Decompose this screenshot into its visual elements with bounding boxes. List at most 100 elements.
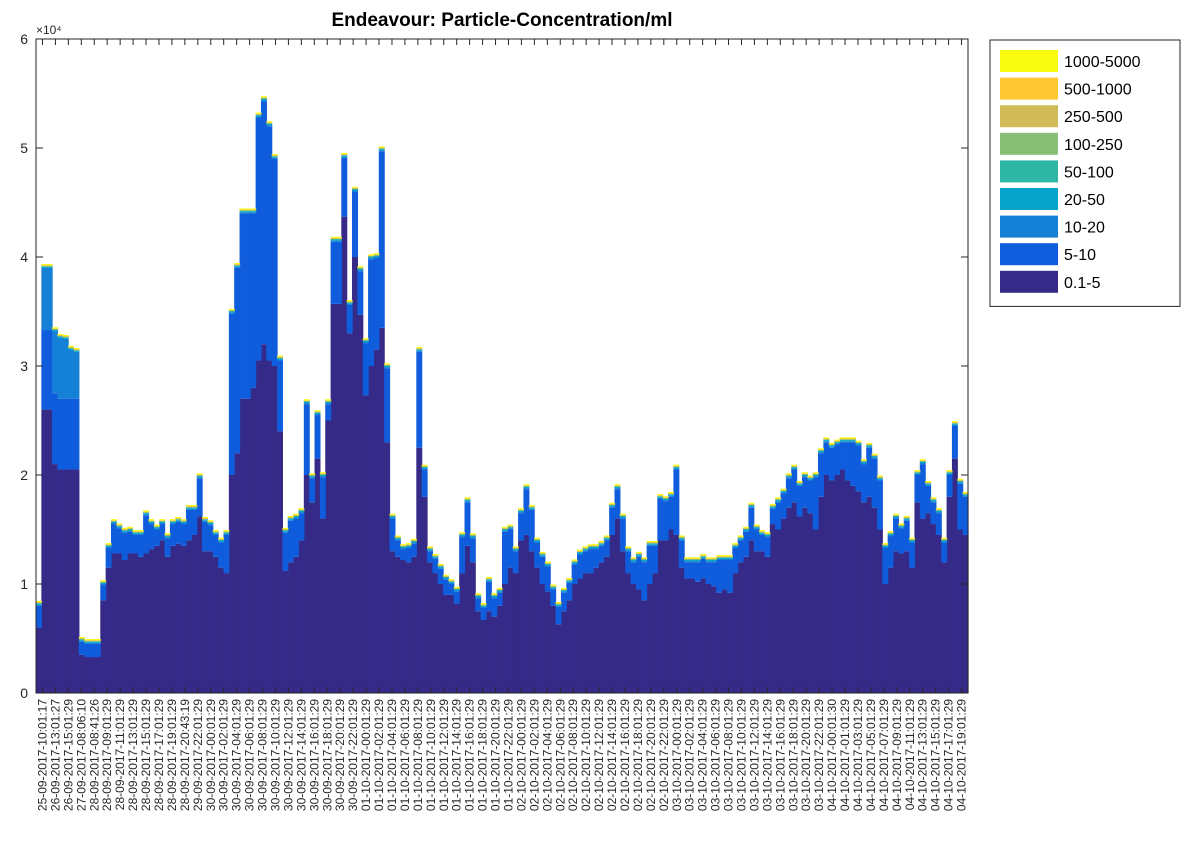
bar-segment-10-20-121 <box>684 561 691 563</box>
bar-segment-50-100-70 <box>410 540 417 542</box>
bar-segment-500-1000-81 <box>469 534 476 535</box>
bar-segment-1000-5000-103 <box>587 544 594 546</box>
bar-segment-5-10-161 <box>898 528 905 554</box>
bar-segment-10-20-166 <box>925 484 932 486</box>
bar-segment-5-10-143 <box>801 477 808 508</box>
bar-segment-0.1-5-99 <box>566 600 573 693</box>
bar-segment-500-1000-162 <box>903 516 910 518</box>
bar-segment-1000-5000-10 <box>89 639 96 641</box>
bar-segment-50-100-84 <box>485 579 492 580</box>
x-tick-label: 30-09-2017-04:01:29 <box>230 699 244 811</box>
bar-segment-1000-5000-112 <box>635 551 642 553</box>
bar-segment-10-20-100 <box>571 563 578 565</box>
bar-segment-100-250-9 <box>84 640 91 642</box>
bar-segment-250-500-72 <box>421 466 428 467</box>
bar-segment-10-20-103 <box>587 548 594 550</box>
bar-segment-50-100-63 <box>373 255 380 256</box>
bar-segment-20-50-108 <box>614 486 621 489</box>
bar-segment-5-10-122 <box>689 562 696 579</box>
bar-segment-0.1-5-142 <box>796 516 803 693</box>
bar-segment-1000-5000-77 <box>448 579 455 581</box>
bar-segment-50-100-71 <box>416 349 423 350</box>
x-tick-label: 30-09-2017-18:01:29 <box>320 699 334 811</box>
bar-segment-250-500-79 <box>459 533 466 535</box>
bar-segment-20-50-171 <box>951 423 958 425</box>
bar-segment-50-100-120 <box>678 537 685 539</box>
bar-segment-0.1-5-168 <box>935 534 942 693</box>
bar-segment-100-250-149 <box>834 441 841 442</box>
bar-segment-100-250-79 <box>459 533 466 535</box>
bar-segment-250-500-107 <box>609 504 616 505</box>
bar-segment-1000-5000-19 <box>137 530 144 532</box>
bar-segment-0.1-5-170 <box>946 496 953 693</box>
bar-segment-1000-5000-84 <box>485 576 492 578</box>
bar-segment-10-20-50 <box>303 403 310 405</box>
bar-segment-10-20-153 <box>855 444 862 446</box>
bar-segment-50-100-136 <box>764 534 771 535</box>
bar-segment-0.1-5-74 <box>432 573 439 693</box>
bar-segment-250-500-57 <box>341 154 348 155</box>
bar-segment-20-50-5 <box>62 337 69 339</box>
bar-segment-0.1-5-110 <box>625 573 632 693</box>
bar-segment-500-1000-156 <box>871 454 878 456</box>
bar-segment-50-100-130 <box>732 545 739 546</box>
bar-segment-0.1-5-88 <box>507 567 514 693</box>
bar-segment-0.1-5-39 <box>244 398 251 693</box>
bar-segment-250-500-97 <box>555 603 562 604</box>
bar-segment-100-250-115 <box>651 542 658 544</box>
bar-segment-10-20-73 <box>427 550 433 552</box>
bar-segment-500-1000-112 <box>635 552 642 554</box>
bar-segment-100-250-0 <box>36 602 42 604</box>
bar-segment-50-100-86 <box>496 590 503 591</box>
bar-segment-5-10-42 <box>260 101 267 345</box>
bar-segment-50-100-62 <box>368 256 375 258</box>
bar-segment-0.1-5-7 <box>73 469 80 693</box>
bar-segment-10-20-160 <box>893 517 899 519</box>
bar-segment-50-100-105 <box>598 543 605 544</box>
bar-segment-250-500-160 <box>893 515 899 516</box>
bar-segment-100-250-106 <box>603 537 610 538</box>
bar-segment-10-20-115 <box>651 544 658 546</box>
bar-segment-5-10-54 <box>325 404 332 421</box>
bar-segment-100-250-66 <box>389 515 396 517</box>
bar-segment-250-500-120 <box>678 536 685 538</box>
bar-segment-50-100-127 <box>716 557 723 558</box>
bar-segment-5-10-118 <box>668 496 675 530</box>
bar-segment-0.1-5-152 <box>850 485 857 693</box>
bar-segment-10-20-172 <box>957 482 964 484</box>
bar-segment-1000-5000-111 <box>630 557 637 559</box>
bar-segment-1000-5000-23 <box>159 519 166 521</box>
bar-segment-20-50-110 <box>625 549 632 551</box>
bar-segment-5-10-116 <box>657 498 664 541</box>
bar-segment-0.1-5-117 <box>662 540 669 693</box>
bar-segment-50-100-150 <box>839 439 846 441</box>
bar-segment-250-500-0 <box>36 602 42 603</box>
bar-segment-5-10-41 <box>255 117 262 361</box>
bar-segment-100-250-116 <box>657 495 664 497</box>
bar-segment-1000-5000-58 <box>346 300 353 302</box>
bar-segment-0.1-5-58 <box>346 333 353 693</box>
bar-segment-10-20-104 <box>593 548 600 550</box>
bar-segment-250-500-36 <box>228 310 235 311</box>
bar-segment-20-50-77 <box>448 581 455 583</box>
bar-segment-50-100-75 <box>437 566 444 567</box>
bar-segment-100-250-150 <box>839 439 846 440</box>
bar-segment-50-100-141 <box>791 466 798 468</box>
bar-segment-20-50-160 <box>893 516 899 518</box>
bar-segment-1000-5000-86 <box>496 587 503 589</box>
bar-segment-0.1-5-33 <box>212 556 219 693</box>
bar-segment-1000-5000-132 <box>743 526 749 528</box>
bar-segment-0.1-5-14 <box>110 553 117 693</box>
bar-segment-50-100-42 <box>260 98 267 99</box>
bar-segment-1000-5000-131 <box>737 535 744 537</box>
bar-segment-100-250-16 <box>121 529 128 531</box>
bar-segment-5-10-172 <box>957 483 964 530</box>
bar-segment-5-10-158 <box>882 548 889 584</box>
bar-segment-20-50-31 <box>202 519 209 521</box>
bar-segment-20-50-169 <box>941 540 948 542</box>
bar-segment-500-1000-32 <box>207 521 214 522</box>
x-tick-label: 28-09-2017-20:43:19 <box>178 699 192 811</box>
bar-segment-250-500-27 <box>180 520 187 522</box>
bar-segment-250-500-65 <box>384 364 391 366</box>
bar-segment-50-100-170 <box>946 472 953 473</box>
